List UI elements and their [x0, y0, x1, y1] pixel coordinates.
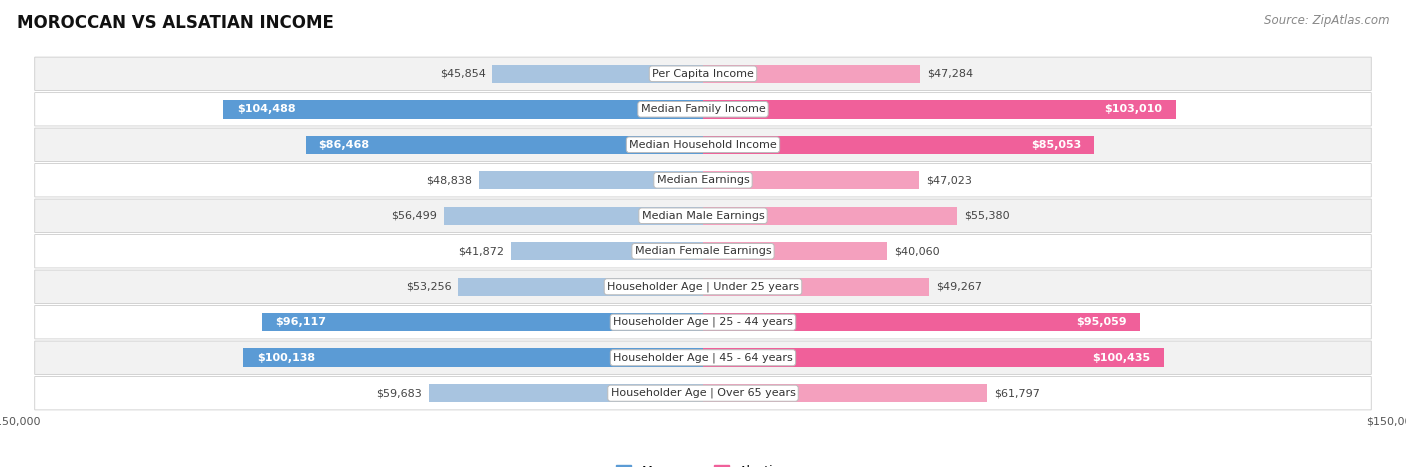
Text: Per Capita Income: Per Capita Income [652, 69, 754, 79]
Text: $100,138: $100,138 [257, 353, 315, 363]
Text: $55,380: $55,380 [965, 211, 1010, 221]
Text: Householder Age | 25 - 44 years: Householder Age | 25 - 44 years [613, 317, 793, 327]
Text: $59,683: $59,683 [377, 388, 422, 398]
Bar [429, 384, 703, 403]
Bar [703, 384, 987, 403]
Bar [243, 348, 703, 367]
Text: $49,267: $49,267 [936, 282, 983, 292]
Text: $47,023: $47,023 [927, 175, 972, 185]
Bar [703, 171, 920, 190]
Text: Median Earnings: Median Earnings [657, 175, 749, 185]
Text: $48,838: $48,838 [426, 175, 472, 185]
Bar [458, 277, 703, 296]
Text: $47,284: $47,284 [927, 69, 973, 79]
Bar [703, 313, 1140, 332]
Bar [492, 64, 703, 83]
Text: $56,499: $56,499 [391, 211, 437, 221]
Bar [703, 206, 957, 225]
FancyBboxPatch shape [35, 163, 1371, 197]
Bar [703, 348, 1164, 367]
Text: MOROCCAN VS ALSATIAN INCOME: MOROCCAN VS ALSATIAN INCOME [17, 14, 333, 32]
Text: $45,854: $45,854 [440, 69, 485, 79]
Text: $53,256: $53,256 [406, 282, 451, 292]
Bar [703, 135, 1094, 154]
Text: Median Household Income: Median Household Income [628, 140, 778, 150]
Text: $41,872: $41,872 [458, 246, 503, 256]
Text: Median Female Earnings: Median Female Earnings [634, 246, 772, 256]
Text: $103,010: $103,010 [1104, 104, 1161, 114]
Text: $95,059: $95,059 [1076, 317, 1126, 327]
Text: $100,435: $100,435 [1092, 353, 1150, 363]
Bar [510, 242, 703, 261]
Bar [703, 64, 920, 83]
FancyBboxPatch shape [35, 128, 1371, 162]
Text: $40,060: $40,060 [894, 246, 939, 256]
Bar [443, 206, 703, 225]
FancyBboxPatch shape [35, 234, 1371, 268]
FancyBboxPatch shape [35, 199, 1371, 233]
Text: Source: ZipAtlas.com: Source: ZipAtlas.com [1264, 14, 1389, 27]
Bar [224, 100, 703, 119]
Text: Householder Age | Over 65 years: Householder Age | Over 65 years [610, 388, 796, 398]
FancyBboxPatch shape [35, 57, 1371, 91]
FancyBboxPatch shape [35, 305, 1371, 339]
Text: $104,488: $104,488 [238, 104, 297, 114]
Text: $61,797: $61,797 [994, 388, 1039, 398]
Legend: Moroccan, Alsatian: Moroccan, Alsatian [612, 460, 794, 467]
Bar [703, 100, 1175, 119]
Bar [703, 277, 929, 296]
FancyBboxPatch shape [35, 92, 1371, 126]
FancyBboxPatch shape [35, 376, 1371, 410]
Text: $86,468: $86,468 [318, 140, 368, 150]
Bar [703, 242, 887, 261]
Text: $96,117: $96,117 [274, 317, 326, 327]
Text: $85,053: $85,053 [1032, 140, 1083, 150]
FancyBboxPatch shape [35, 270, 1371, 304]
Bar [478, 171, 703, 190]
FancyBboxPatch shape [35, 341, 1371, 375]
Text: Householder Age | Under 25 years: Householder Age | Under 25 years [607, 282, 799, 292]
Text: Householder Age | 45 - 64 years: Householder Age | 45 - 64 years [613, 353, 793, 363]
Bar [307, 135, 703, 154]
Bar [262, 313, 703, 332]
Text: Median Male Earnings: Median Male Earnings [641, 211, 765, 221]
Text: Median Family Income: Median Family Income [641, 104, 765, 114]
